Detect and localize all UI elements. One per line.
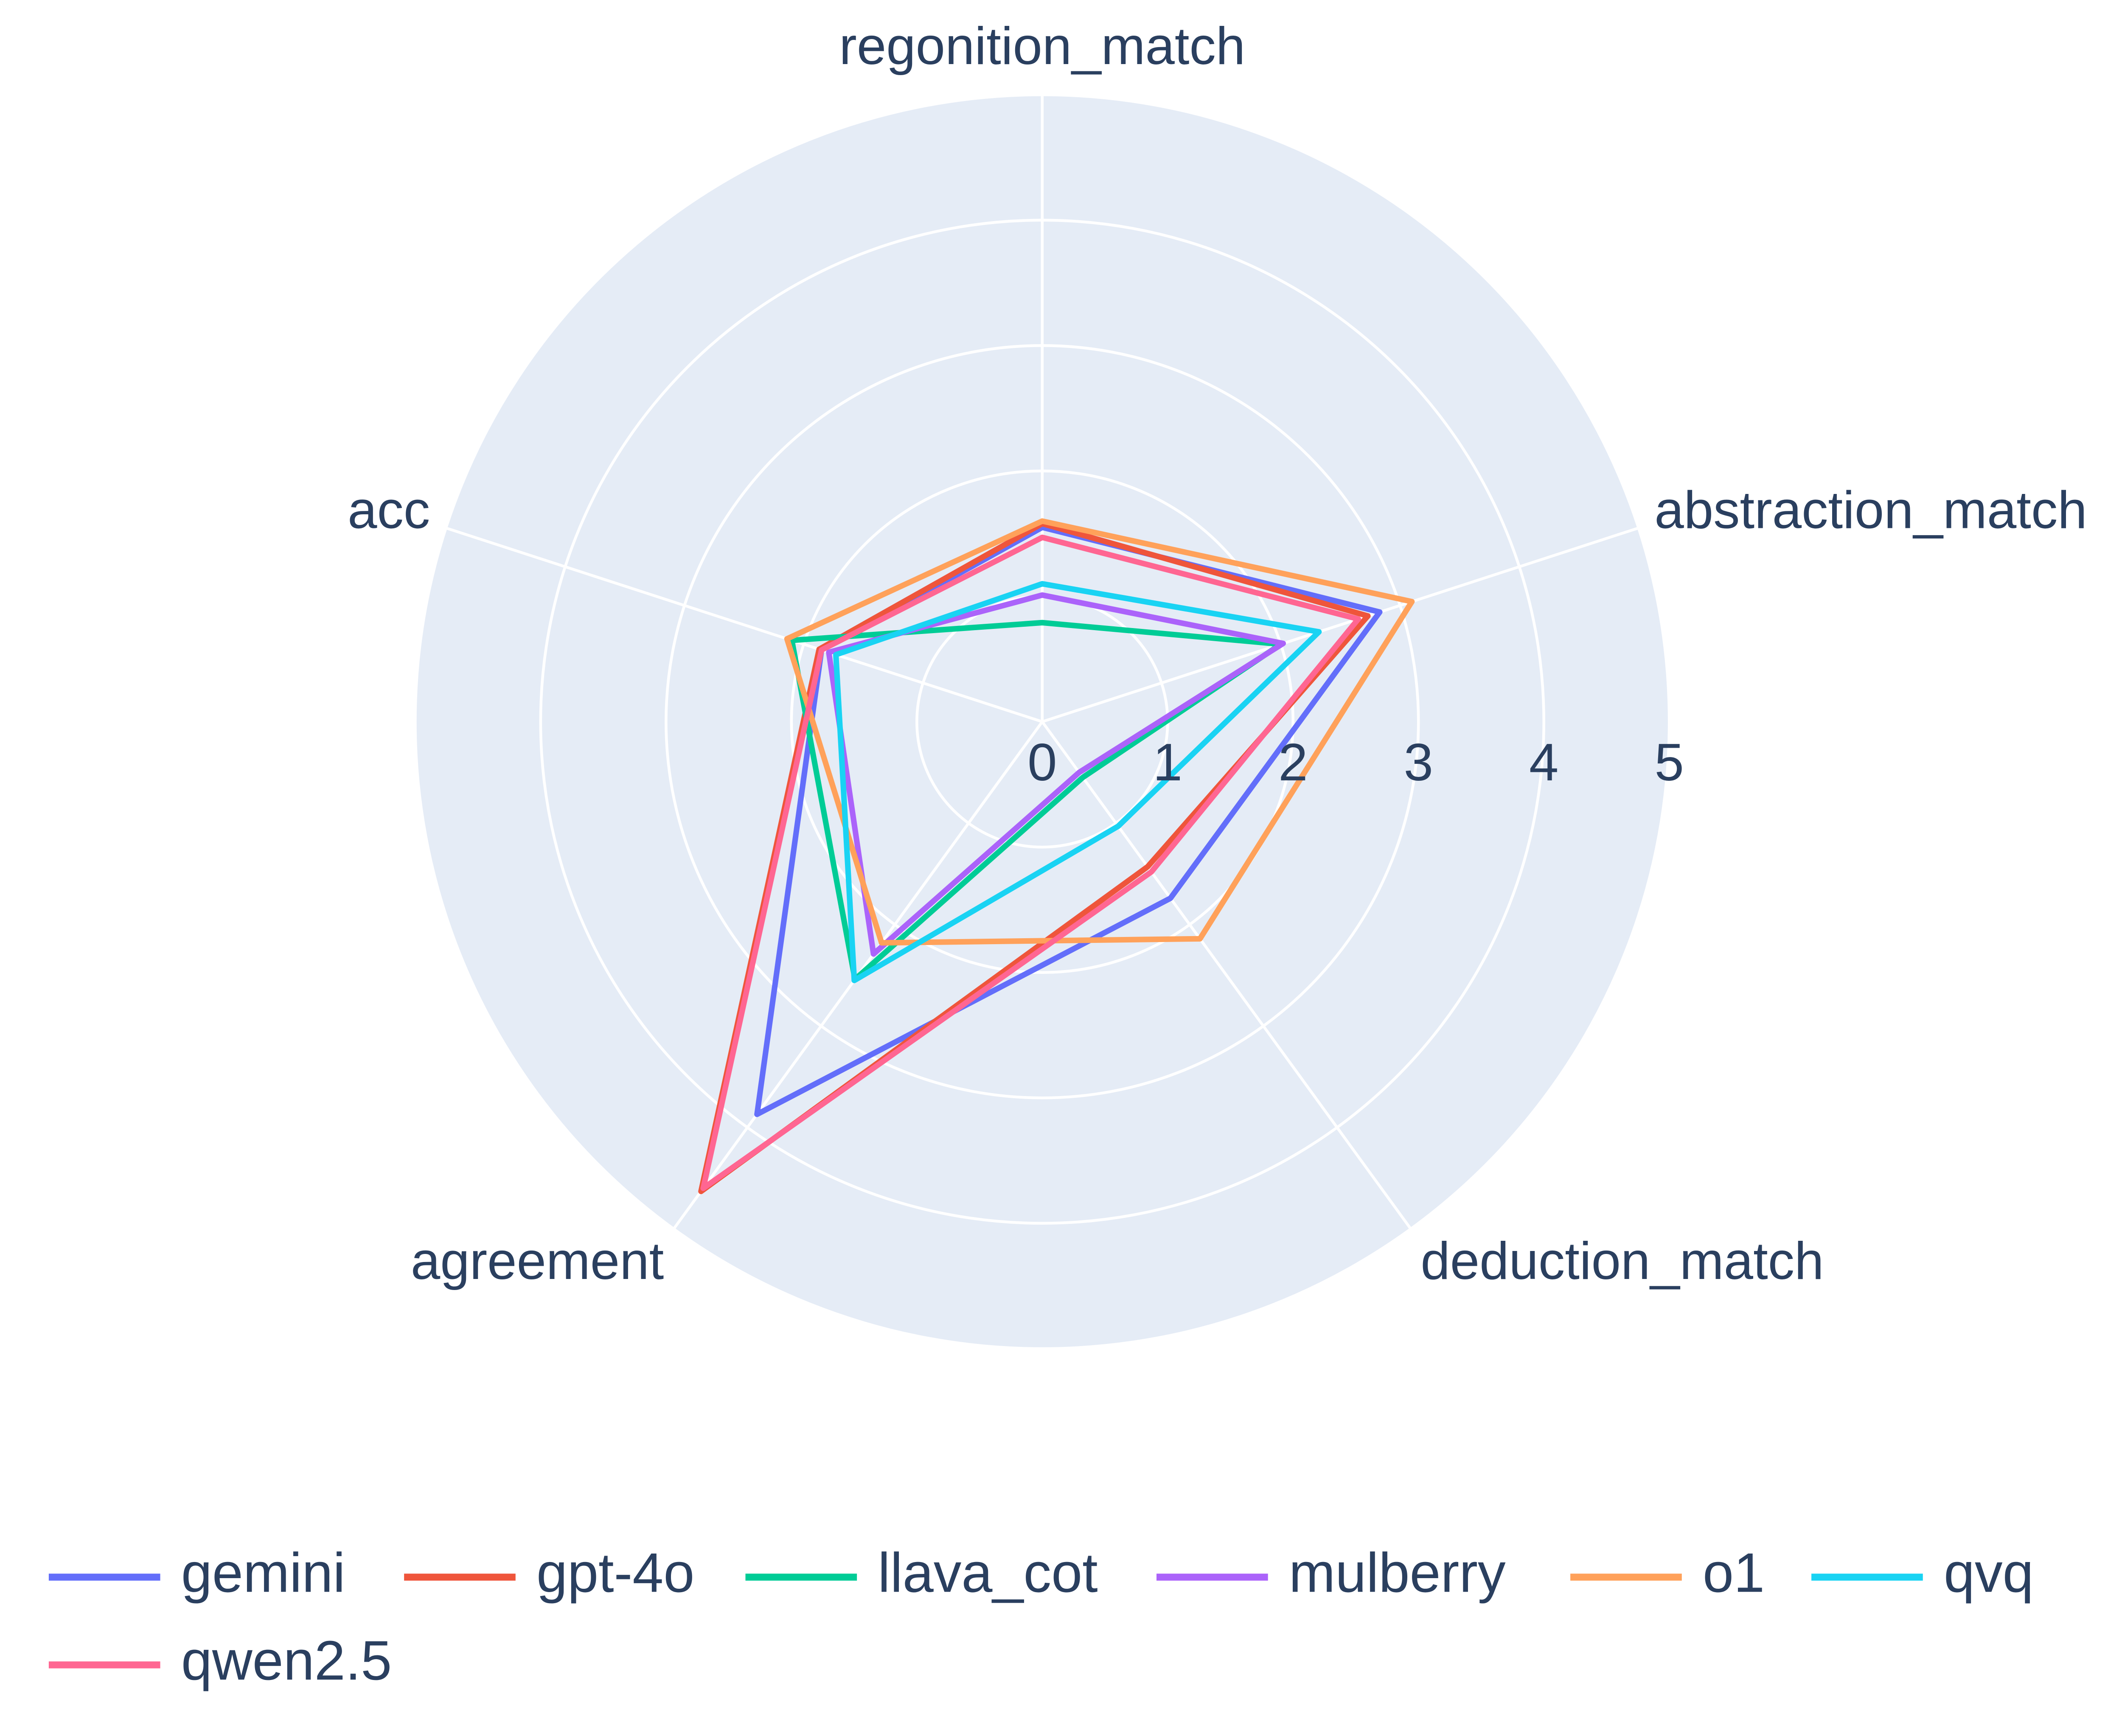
series-line <box>833 581 1322 984</box>
legend-label: qwen2.5 <box>181 1629 392 1691</box>
angular-grid-line <box>445 527 1043 723</box>
radial-tick-label: 3 <box>1404 733 1433 792</box>
legend-label: llava_cot <box>878 1541 1097 1604</box>
axis-label: abstraction_match <box>1654 481 2087 540</box>
axis-label: deduction_match <box>1420 1231 1824 1290</box>
axis-label: agreement <box>411 1231 664 1290</box>
angular-grid-line <box>1041 721 1412 1230</box>
series-line <box>789 620 1284 982</box>
radial-tick-label: 1 <box>1153 733 1182 792</box>
legend-label: o1 <box>1703 1541 1765 1604</box>
radial-tick-label: 5 <box>1655 733 1684 792</box>
legend-label: qvq <box>1944 1541 2034 1604</box>
legend-label: gemini <box>181 1541 345 1604</box>
series-line <box>784 518 1415 946</box>
axis-label: regonition_match <box>839 17 1245 76</box>
series-line <box>700 534 1361 1191</box>
radial-tick-label: 4 <box>1529 733 1558 792</box>
angular-grid-line <box>1041 527 1639 723</box>
axis-label: acc <box>348 481 430 540</box>
legend-label: mulberry <box>1289 1541 1506 1604</box>
radial-tick-label: 2 <box>1278 733 1308 792</box>
radial-tick-label: 0 <box>1027 733 1057 792</box>
legend-label: gpt-4o <box>536 1541 694 1604</box>
